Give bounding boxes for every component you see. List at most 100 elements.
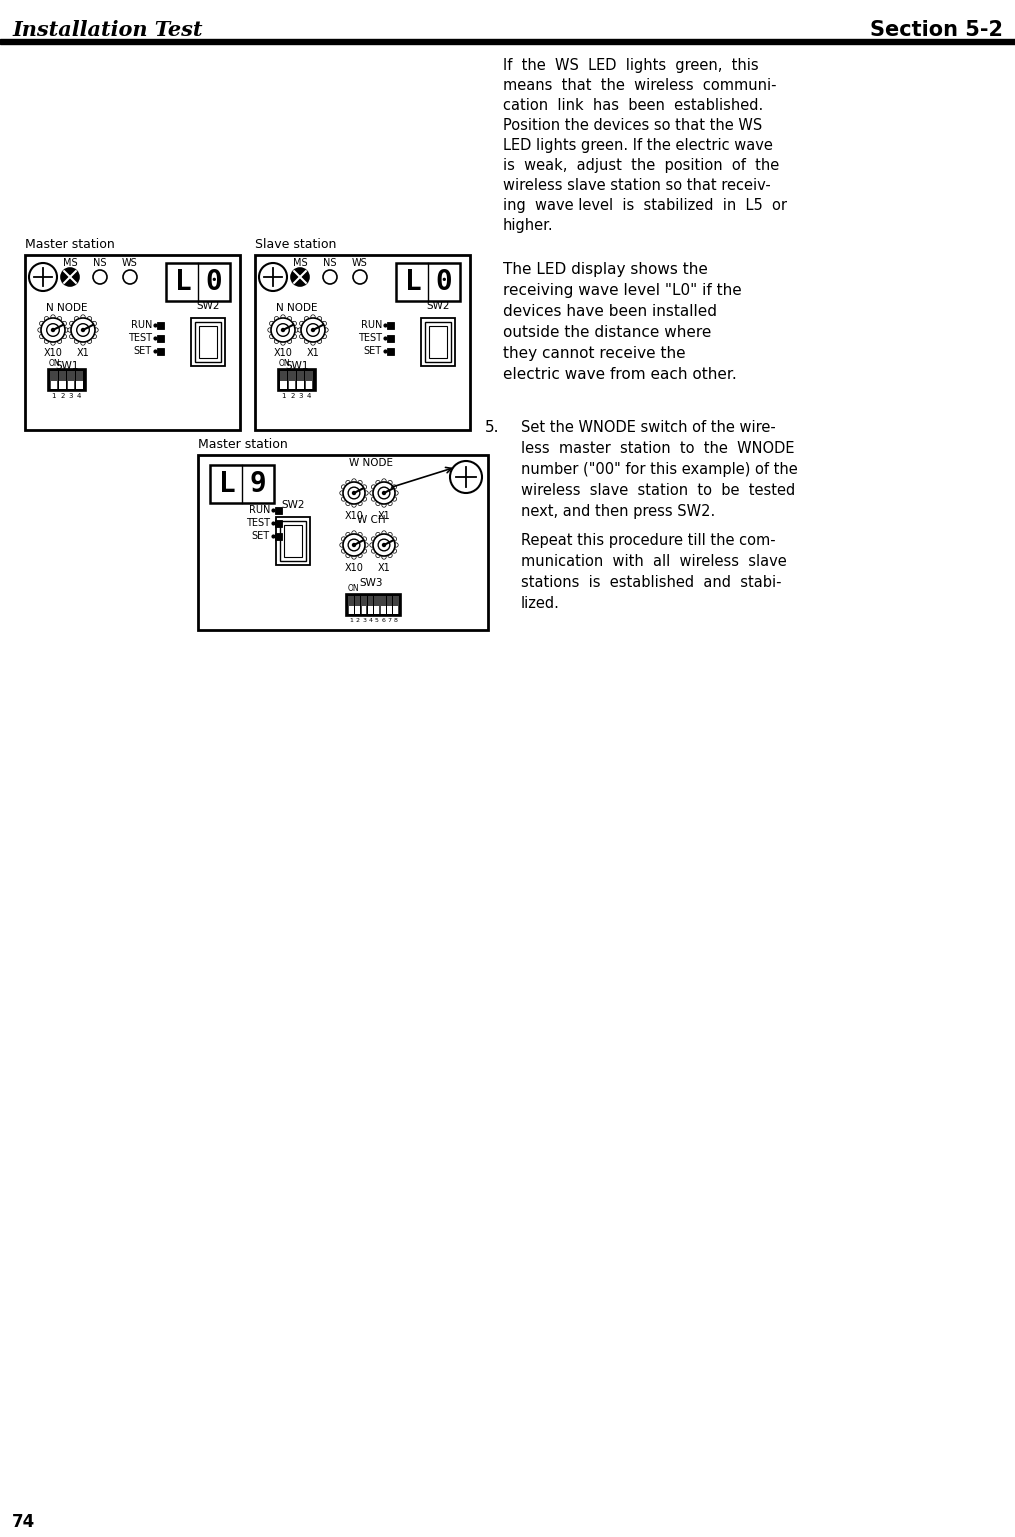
Bar xyxy=(276,516,310,566)
Bar xyxy=(280,370,287,389)
Text: is  weak,  adjust  the  position  of  the: is weak, adjust the position of the xyxy=(503,158,780,174)
Circle shape xyxy=(40,335,44,338)
Text: Set the WNODE switch of the wire-: Set the WNODE switch of the wire- xyxy=(521,420,775,435)
Circle shape xyxy=(61,267,79,286)
Circle shape xyxy=(358,553,362,558)
Text: 9: 9 xyxy=(250,470,266,498)
Text: WS: WS xyxy=(122,258,138,267)
Text: means  that  the  wireless  communi-: means that the wireless communi- xyxy=(503,78,776,94)
Circle shape xyxy=(74,317,79,321)
Text: L: L xyxy=(405,267,421,297)
Circle shape xyxy=(379,539,390,550)
Text: 0: 0 xyxy=(435,267,453,297)
Bar xyxy=(387,335,394,343)
Circle shape xyxy=(373,533,395,556)
Circle shape xyxy=(77,324,89,337)
Text: X10: X10 xyxy=(44,347,63,358)
Circle shape xyxy=(93,327,98,332)
Text: cation  link  has  been  established.: cation link has been established. xyxy=(503,98,763,114)
Bar xyxy=(387,596,393,613)
Circle shape xyxy=(379,487,390,500)
Text: MS: MS xyxy=(292,258,308,267)
Bar xyxy=(288,370,296,389)
Circle shape xyxy=(71,318,95,343)
Bar xyxy=(429,326,447,358)
Bar xyxy=(355,596,360,613)
Circle shape xyxy=(297,327,302,332)
Text: MS: MS xyxy=(63,258,77,267)
Text: stations  is  established  and  stabi-: stations is established and stabi- xyxy=(521,575,782,590)
Bar xyxy=(59,381,66,389)
Bar xyxy=(349,606,353,613)
Text: number ("00" for this example) of the: number ("00" for this example) of the xyxy=(521,463,798,476)
Circle shape xyxy=(45,317,49,321)
Circle shape xyxy=(352,544,355,547)
Circle shape xyxy=(341,484,346,489)
Circle shape xyxy=(40,321,44,326)
Bar xyxy=(75,370,83,389)
Text: SET: SET xyxy=(134,346,152,357)
Text: W NODE: W NODE xyxy=(349,458,393,467)
Text: L: L xyxy=(175,267,192,297)
Circle shape xyxy=(362,549,366,553)
Circle shape xyxy=(299,335,303,338)
Text: TEST: TEST xyxy=(128,334,152,343)
Circle shape xyxy=(93,271,107,284)
Bar xyxy=(289,381,295,389)
Circle shape xyxy=(268,327,272,332)
Bar xyxy=(297,370,304,389)
Text: electric wave from each other.: electric wave from each other. xyxy=(503,367,737,383)
Bar xyxy=(387,321,394,329)
Bar xyxy=(68,381,74,389)
Circle shape xyxy=(68,327,72,332)
Bar xyxy=(306,381,313,389)
Bar xyxy=(25,255,240,430)
Circle shape xyxy=(371,496,376,501)
Circle shape xyxy=(62,335,66,338)
Circle shape xyxy=(341,549,346,553)
Circle shape xyxy=(291,267,309,286)
Bar xyxy=(255,255,470,430)
Circle shape xyxy=(376,501,381,506)
Circle shape xyxy=(371,549,376,553)
Bar xyxy=(367,596,374,613)
Bar xyxy=(387,347,394,355)
Text: receiving wave level "L0" if the: receiving wave level "L0" if the xyxy=(503,283,742,298)
Circle shape xyxy=(287,340,291,343)
Bar xyxy=(199,326,217,358)
Bar xyxy=(374,596,380,613)
Text: SET: SET xyxy=(252,530,270,541)
Bar xyxy=(278,369,316,390)
Bar xyxy=(394,606,398,613)
Circle shape xyxy=(383,544,386,547)
Text: 0: 0 xyxy=(206,267,222,297)
Bar xyxy=(157,321,164,329)
Circle shape xyxy=(388,501,392,506)
Bar xyxy=(280,521,306,561)
Circle shape xyxy=(311,341,316,346)
Circle shape xyxy=(346,553,350,558)
Circle shape xyxy=(392,536,397,541)
Text: NS: NS xyxy=(323,258,337,267)
Circle shape xyxy=(369,490,375,495)
Circle shape xyxy=(87,317,91,321)
Circle shape xyxy=(382,530,386,535)
Circle shape xyxy=(307,324,320,337)
Circle shape xyxy=(270,335,274,338)
Bar xyxy=(50,370,58,389)
Circle shape xyxy=(57,340,62,343)
Circle shape xyxy=(81,341,85,346)
Bar xyxy=(387,606,392,613)
Circle shape xyxy=(340,490,344,495)
Text: NS: NS xyxy=(93,258,107,267)
Circle shape xyxy=(274,340,279,343)
Bar xyxy=(421,318,455,366)
Circle shape xyxy=(343,533,365,556)
Text: RUN: RUN xyxy=(360,320,382,330)
Bar xyxy=(280,381,287,389)
Circle shape xyxy=(304,340,309,343)
Bar xyxy=(355,606,360,613)
Circle shape xyxy=(51,315,55,320)
Circle shape xyxy=(312,329,315,332)
Bar xyxy=(76,381,82,389)
